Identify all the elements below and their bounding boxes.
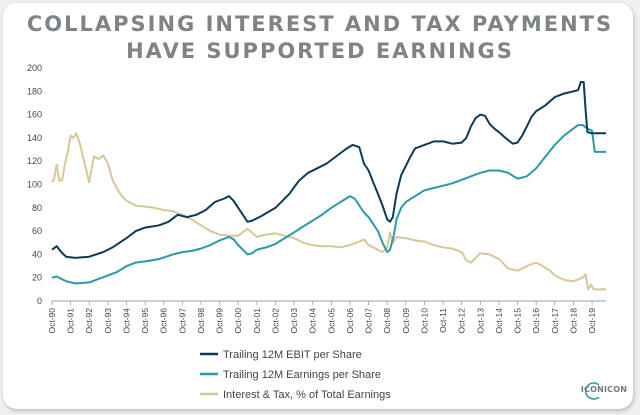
y-tick-label: 140 bbox=[27, 133, 42, 143]
y-tick-label: 0 bbox=[37, 296, 42, 306]
x-tick-label: Oct-14 bbox=[494, 308, 504, 334]
x-tick-label: Oct-08 bbox=[382, 308, 392, 334]
series-line-1 bbox=[51, 81, 606, 259]
x-tick-label: Oct-06 bbox=[345, 308, 355, 334]
y-tick-label: 60 bbox=[32, 226, 42, 236]
legend-label: Interest & Tax, % of Total Earnings bbox=[223, 389, 391, 401]
series-line-3 bbox=[51, 132, 606, 291]
x-tick-label: Oct-13 bbox=[475, 308, 485, 334]
chart-title-line-2: HAVE SUPPORTED EARNINGS bbox=[126, 39, 514, 63]
x-tick-label: Oct-97 bbox=[177, 308, 187, 334]
chart-title-line-1: COLLAPSING INTEREST AND TAX PAYMENTS bbox=[26, 12, 614, 36]
x-tick-label: Oct-94 bbox=[121, 308, 131, 334]
x-tick-label: Oct-92 bbox=[84, 308, 94, 334]
logo-text: ICONICON bbox=[580, 385, 628, 394]
x-tick-label: Oct-15 bbox=[513, 308, 523, 334]
x-tick-label: Oct-17 bbox=[550, 308, 560, 334]
x-tick-label: Oct-16 bbox=[531, 308, 541, 334]
y-tick-label: 180 bbox=[27, 86, 42, 96]
x-tick-label: Oct-18 bbox=[568, 308, 578, 334]
x-tick-label: Oct-00 bbox=[233, 308, 243, 334]
y-tick-label: 120 bbox=[27, 156, 42, 166]
x-tick-label: Oct-11 bbox=[438, 308, 448, 333]
y-tick-label: 200 bbox=[27, 63, 42, 73]
iconicon-logo bbox=[584, 382, 600, 400]
y-tick-label: 40 bbox=[32, 249, 42, 259]
x-tick-label: Oct-03 bbox=[289, 308, 299, 334]
x-tick-label: Oct-12 bbox=[457, 308, 467, 334]
x-tick-label: Oct-02 bbox=[270, 308, 280, 334]
chart-card bbox=[3, 3, 633, 409]
legend-label: Trailing 12M Earnings per Share bbox=[223, 369, 381, 381]
x-tick-label: Oct-95 bbox=[140, 308, 150, 334]
x-tick-label: Oct-05 bbox=[326, 308, 336, 334]
x-tick-label: Oct-10 bbox=[419, 308, 429, 334]
legend-label: Trailing 12M EBIT per Share bbox=[223, 349, 362, 361]
x-tick-label: Oct-96 bbox=[159, 308, 169, 334]
y-tick-label: 160 bbox=[27, 110, 42, 120]
series-line-2 bbox=[51, 124, 606, 285]
y-tick-label: 20 bbox=[32, 273, 42, 283]
x-tick-label: Oct-01 bbox=[252, 308, 262, 334]
x-tick-label: Oct-07 bbox=[364, 308, 374, 334]
x-tick-label: Oct-98 bbox=[196, 308, 206, 334]
x-tick-label: Oct-04 bbox=[308, 308, 318, 334]
y-tick-label: 80 bbox=[32, 203, 42, 213]
x-tick-label: Oct-91 bbox=[66, 308, 76, 334]
chart-title: COLLAPSING INTEREST AND TAX PAYMENTS HAV… bbox=[0, 11, 640, 65]
x-tick-label: Oct-09 bbox=[401, 308, 411, 334]
x-tick-label: Oct-93 bbox=[103, 308, 113, 334]
x-tick-label: Oct-19 bbox=[587, 308, 597, 334]
x-tick-label: Oct-99 bbox=[215, 308, 225, 334]
y-tick-label: 100 bbox=[27, 180, 42, 190]
x-tick-label: Oct-90 bbox=[47, 308, 57, 334]
